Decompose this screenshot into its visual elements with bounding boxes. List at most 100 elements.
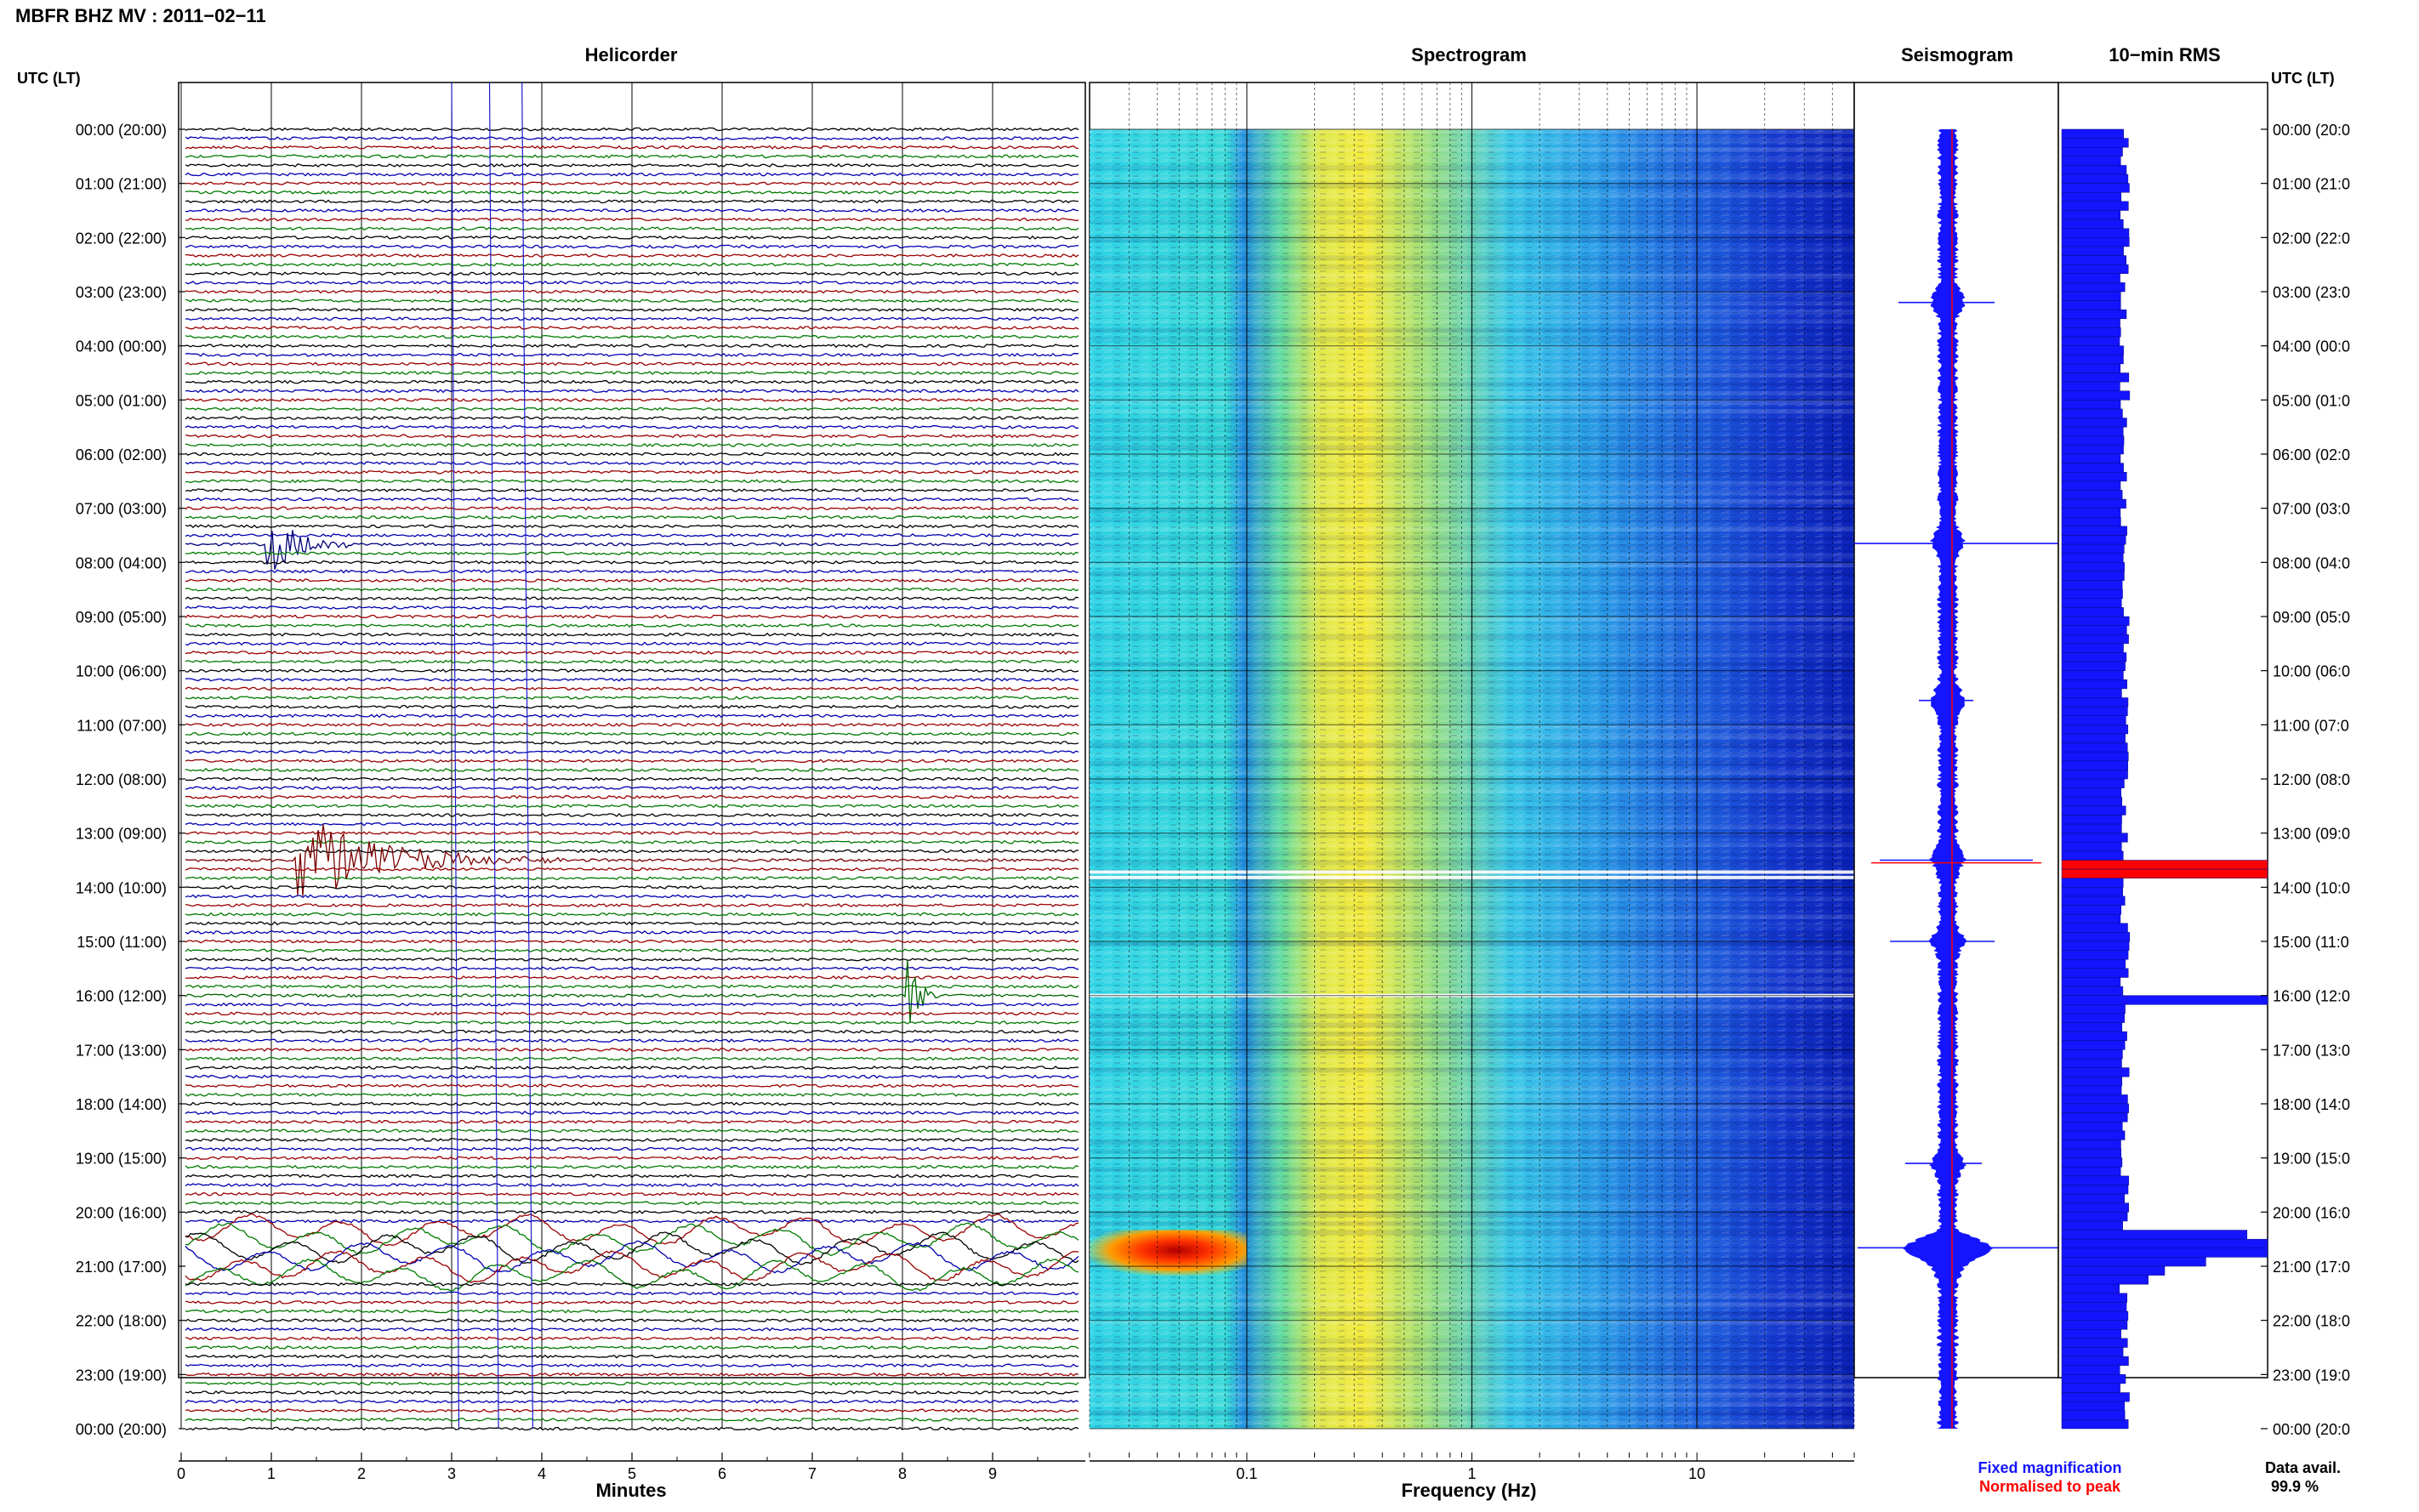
time-label-right: 10:00 (06:0: [2273, 663, 2350, 680]
helicorder-trace: [185, 1029, 1079, 1034]
helicorder-trace: [185, 289, 1079, 294]
rms-bar: [2061, 318, 2120, 328]
time-label-right: 19:00 (15:0: [2273, 1151, 2350, 1168]
rms-bar: [2061, 1031, 2127, 1041]
time-label-right: 23:00 (19:0: [2273, 1367, 2350, 1384]
time-label-right: 09:00 (05:0: [2273, 609, 2350, 626]
helicorder-spike: [451, 82, 460, 1430]
helicorder-xtick-label: 9: [988, 1465, 997, 1482]
helicorder-xtick-label: 3: [447, 1465, 456, 1482]
spectrogram-xtick-label: 0.1: [1236, 1465, 1257, 1482]
rms-bar: [2061, 670, 2124, 680]
spectrogram-title: Spectrogram: [1411, 44, 1527, 65]
time-label-left: 22:00 (18:00): [76, 1313, 167, 1330]
rms-bar: [2061, 418, 2127, 428]
helicorder-trace: [185, 839, 1079, 844]
rms-bar: [2061, 905, 2121, 915]
data-availability-label: Data avail.: [2265, 1459, 2341, 1476]
rms-bar: [2061, 553, 2124, 563]
rms-bar: [2061, 1283, 2120, 1294]
time-label-left: 10:00 (06:00): [76, 663, 167, 680]
rms-bar: [2061, 210, 2120, 220]
helicorder-trace: [185, 226, 1079, 231]
rms-bar: [2061, 778, 2125, 788]
helicorder-trace: [185, 1309, 1079, 1314]
time-label-left: 23:00 (19:00): [76, 1367, 167, 1384]
rms-bar: [2061, 390, 2131, 401]
time-label-left: 00:00 (20:00): [76, 122, 167, 139]
rms-bar: [2061, 408, 2123, 418]
rms-bar: [2061, 309, 2127, 320]
helicorder-trace: [185, 533, 1079, 537]
rms-bar: [2061, 1401, 2126, 1412]
helicorder-trace: [185, 1372, 1079, 1377]
rms-bar: [2061, 607, 2124, 617]
helicorder-trace: [185, 984, 1079, 989]
helicorder-title: Helicorder: [585, 44, 678, 65]
helicorder-trace: [185, 154, 1079, 159]
rms-bar: [2061, 201, 2129, 211]
helicorder-trace: [185, 960, 1079, 1023]
rms-bar: [2061, 742, 2128, 753]
rms-bar: [2061, 850, 2124, 861]
time-label-left: 16:00 (12:00): [76, 988, 167, 1005]
helicorder-trace: [185, 587, 1079, 592]
rms-bar: [2061, 733, 2126, 743]
spectrogram-hotspot: [1090, 1230, 1247, 1276]
helicorder-trace: [185, 1011, 1079, 1016]
helicorder-trace: [185, 831, 1079, 836]
seismogram-panel: [1853, 82, 2059, 1429]
rms-bar: [2061, 372, 2130, 383]
helicorder-xtick-label: 2: [357, 1465, 366, 1482]
rms-bar: [2061, 1130, 2126, 1140]
rms-bar: [2061, 1410, 2126, 1420]
helicorder-trace: [185, 1426, 1079, 1431]
helicorder-trace: [185, 1219, 1079, 1224]
time-label-left: 14:00 (10:00): [76, 879, 167, 896]
helicorder-trace: [185, 469, 1079, 475]
rms-bar: [2061, 1175, 2129, 1185]
helicorder-trace: [185, 1002, 1079, 1007]
rms-bar: [2061, 1320, 2128, 1330]
helicorder-trace: [185, 1291, 1079, 1296]
helicorder-trace: [185, 1191, 1079, 1197]
helicorder-panel: 0 1 2 3 4 5 6 7 8 9: [177, 82, 1086, 1482]
rms-bar: [2061, 498, 2126, 509]
rms-bar: [2061, 1112, 2128, 1123]
rms-bar: [2061, 868, 2268, 878]
rms-bar: [2061, 625, 2127, 635]
rms-bar: [2061, 580, 2123, 590]
rms-bar: [2061, 986, 2124, 996]
helicorder-trace: [185, 623, 1079, 628]
time-label-left: 07:00 (03:00): [76, 501, 167, 518]
rms-bar: [2061, 1374, 2126, 1384]
helicorder-trace: [185, 361, 1079, 367]
rms-bar: [2061, 1392, 2130, 1402]
utc-label-right: UTC (LT): [2271, 70, 2335, 87]
helicorder-trace: [185, 804, 1079, 809]
legend-normalised-to-peak: Normalised to peak: [1979, 1478, 2121, 1495]
helicorder-trace: [185, 776, 1079, 782]
rms-bar: [2061, 543, 2125, 554]
rms-bar: [2061, 355, 2124, 365]
rms-bar: [2061, 1049, 2123, 1060]
helicorder-trace: [185, 1390, 1079, 1395]
rms-bar: [2061, 715, 2126, 725]
rms-bar: [2061, 562, 2125, 572]
helicorder-trace: [185, 1231, 1079, 1265]
rms-bar: [2061, 192, 2122, 202]
rms-bar: [2061, 823, 2122, 833]
helicorder-trace: [185, 344, 1079, 349]
helicorder-trace: [185, 190, 1079, 195]
helicorder-trace: [185, 1300, 1079, 1305]
rms-bar: [2061, 796, 2122, 807]
helicorder-trace: [185, 307, 1079, 312]
rms-bar: [2061, 1094, 2128, 1105]
helicorder-trace: [185, 1344, 1079, 1350]
helicorder-trace: [185, 824, 1079, 896]
rms-bar: [2061, 291, 2121, 301]
helicorder-trace: [185, 794, 1079, 799]
rms-bar: [2061, 571, 2125, 581]
helicorder-trace: [185, 939, 1079, 944]
rms-bar: [2061, 661, 2126, 671]
